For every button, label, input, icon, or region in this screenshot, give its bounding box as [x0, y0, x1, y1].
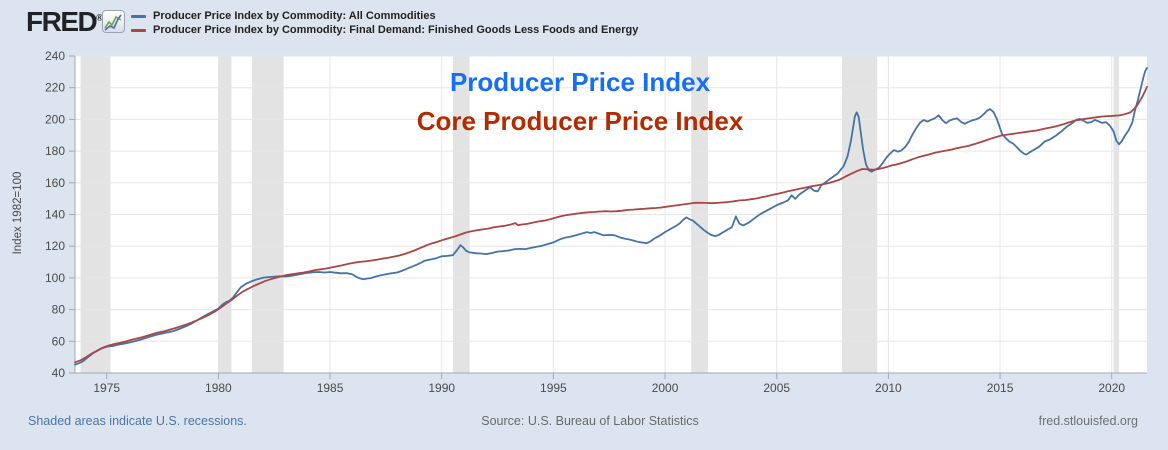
x-tick-label: 1995 [540, 381, 567, 395]
x-tick-label: 2020 [1098, 381, 1125, 395]
x-tick-label: 2005 [763, 381, 790, 395]
series-line-all-commodities [74, 67, 1148, 366]
legend-item-all-commodities[interactable]: Producer Price Index by Commodity: All C… [131, 9, 638, 23]
fred-sparkline-icon [102, 10, 125, 33]
y-axis-title: Index 1982=100 [12, 171, 24, 255]
fred-site-link[interactable]: fred.stlouisfed.org [1038, 414, 1138, 428]
legend-item-core[interactable]: Producer Price Index by Commodity: Final… [131, 23, 638, 37]
legend: Producer Price Index by Commodity: All C… [131, 9, 638, 37]
chart-overlay-titles: Producer Price Index Core Producer Price… [0, 63, 1160, 140]
legend-label-all-commodities: Producer Price Index by Commodity: All C… [153, 10, 436, 22]
chart-title-core-ppi: Core Producer Price Index [416, 105, 744, 136]
y-tick-label: 160 [45, 176, 65, 190]
fred-logo[interactable]: FRED® [26, 6, 103, 37]
x-tick-label: 2000 [652, 381, 679, 395]
axis-line [74, 56, 1147, 374]
x-tick-label: 1990 [428, 381, 455, 395]
source-text: Source: U.S. Bureau of Labor Statistics [481, 414, 699, 428]
y-tick-label: 240 [45, 49, 65, 63]
y-tick-label: 80 [52, 303, 66, 317]
x-tick-label: 1980 [205, 381, 232, 395]
registered-mark-icon: ® [96, 12, 103, 23]
y-tick-label: 220 [45, 81, 65, 95]
x-tick-label: 1975 [93, 381, 120, 395]
recession-note-link[interactable]: Shaded areas indicate U.S. recessions. [28, 414, 247, 428]
y-tick-label: 200 [45, 112, 65, 126]
chart-title-ppi: Producer Price Index [449, 67, 711, 97]
legend-swatch-all-commodities [131, 14, 146, 18]
series-line-core [74, 86, 1148, 364]
y-tick-label: 40 [52, 366, 66, 380]
x-tick-label: 2015 [987, 381, 1014, 395]
y-tick-label: 140 [45, 208, 65, 222]
x-tick-label: 2010 [875, 381, 902, 395]
y-tick-label: 120 [45, 239, 65, 253]
legend-swatch-core [131, 28, 146, 32]
x-tick-label: 1985 [317, 381, 344, 395]
y-tick-label: 60 [52, 334, 66, 348]
y-tick-label: 100 [45, 271, 65, 285]
legend-label-core: Producer Price Index by Commodity: Final… [153, 24, 639, 36]
y-tick-label: 180 [45, 144, 65, 158]
